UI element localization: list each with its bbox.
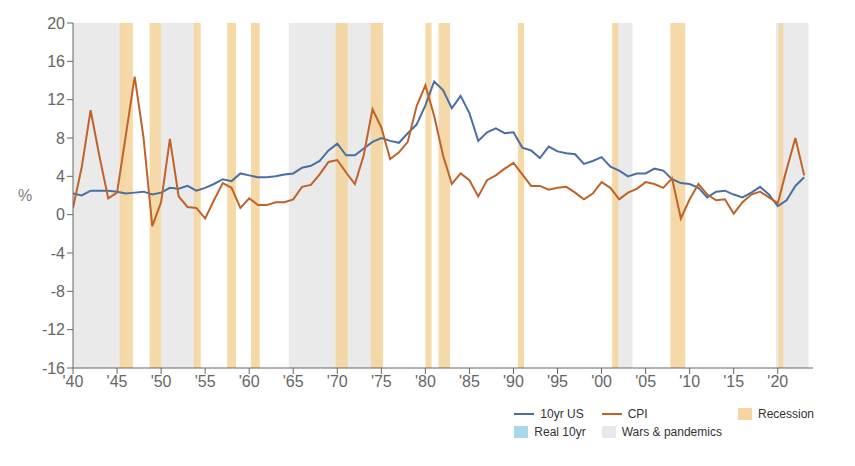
svg-text:12: 12 (47, 91, 65, 108)
svg-text:'80: '80 (415, 373, 436, 390)
svg-text:'85: '85 (459, 373, 480, 390)
svg-text:'70: '70 (327, 373, 348, 390)
html-text:10yr US: 10yr US (540, 407, 584, 421)
svg-text:16: 16 (47, 53, 65, 70)
svg-text:-8: -8 (51, 283, 65, 300)
html-text:CPI: CPI (627, 407, 648, 421)
svg-text:'45: '45 (107, 373, 128, 390)
svg-text:-4: -4 (51, 245, 65, 262)
svg-text:'60: '60 (239, 373, 260, 390)
html-text:Recession: Recession (758, 407, 814, 421)
svg-text:4: 4 (56, 168, 65, 185)
svg-text:8: 8 (56, 130, 65, 147)
svg-text:'90: '90 (503, 373, 524, 390)
svg-text:'65: '65 (283, 373, 304, 390)
svg-text:'75: '75 (371, 373, 392, 390)
svg-text:'55: '55 (195, 373, 216, 390)
svg-text:'95: '95 (547, 373, 568, 390)
svg-text:-12: -12 (42, 321, 65, 338)
svg-text:'05: '05 (635, 373, 656, 390)
svg-text:%: % (18, 187, 32, 204)
html-text:Wars & pandemics: Wars & pandemics (621, 425, 722, 439)
svg-text:'50: '50 (151, 373, 172, 390)
svg-text:-16: -16 (42, 360, 65, 377)
svg-text:20: 20 (47, 15, 65, 32)
svg-text:'10: '10 (679, 373, 700, 390)
svg-text:'00: '00 (591, 373, 612, 390)
svg-text:'15: '15 (723, 373, 744, 390)
svg-text:0: 0 (56, 206, 65, 223)
svg-text:'40: '40 (63, 373, 84, 390)
svg-text:'20: '20 (767, 373, 788, 390)
html-text:Real 10yr: Real 10yr (534, 425, 586, 439)
